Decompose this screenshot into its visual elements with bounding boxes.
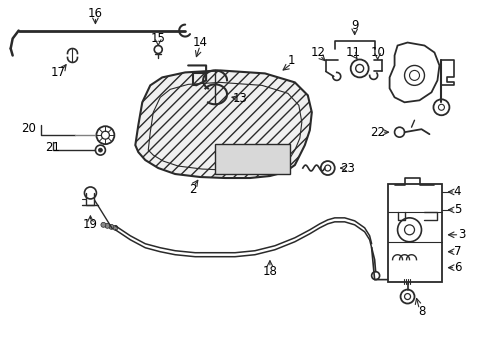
Text: 10: 10 bbox=[369, 46, 384, 59]
Polygon shape bbox=[135, 71, 311, 178]
Text: 1: 1 bbox=[287, 54, 295, 67]
Text: 5: 5 bbox=[453, 203, 460, 216]
Text: 15: 15 bbox=[150, 32, 165, 45]
Circle shape bbox=[105, 223, 110, 228]
Text: 17: 17 bbox=[51, 66, 66, 79]
Circle shape bbox=[249, 150, 254, 156]
Text: 18: 18 bbox=[262, 265, 277, 278]
Circle shape bbox=[280, 163, 285, 167]
Text: 22: 22 bbox=[369, 126, 385, 139]
Circle shape bbox=[219, 150, 224, 156]
Circle shape bbox=[109, 224, 114, 229]
Text: 13: 13 bbox=[232, 92, 247, 105]
Text: 7: 7 bbox=[453, 245, 460, 258]
Text: 16: 16 bbox=[88, 7, 102, 20]
Circle shape bbox=[219, 163, 224, 167]
Circle shape bbox=[259, 150, 264, 156]
Circle shape bbox=[101, 222, 106, 227]
Text: 9: 9 bbox=[350, 19, 358, 32]
Circle shape bbox=[229, 150, 234, 156]
Circle shape bbox=[98, 148, 102, 152]
Bar bbox=[215, 144, 289, 174]
Circle shape bbox=[272, 150, 277, 156]
Circle shape bbox=[280, 150, 285, 156]
Text: 21: 21 bbox=[45, 141, 60, 154]
Text: 19: 19 bbox=[83, 218, 98, 231]
Text: 6: 6 bbox=[453, 261, 460, 274]
Text: 8: 8 bbox=[417, 305, 424, 318]
Text: 11: 11 bbox=[345, 46, 360, 59]
Text: 4: 4 bbox=[453, 185, 460, 198]
Text: 14: 14 bbox=[192, 36, 207, 49]
Circle shape bbox=[113, 225, 118, 230]
Text: 20: 20 bbox=[21, 122, 36, 135]
Text: 12: 12 bbox=[310, 46, 325, 59]
Text: 3: 3 bbox=[457, 228, 464, 241]
Text: 23: 23 bbox=[340, 162, 354, 175]
Text: 2: 2 bbox=[189, 184, 197, 197]
Circle shape bbox=[239, 150, 244, 156]
